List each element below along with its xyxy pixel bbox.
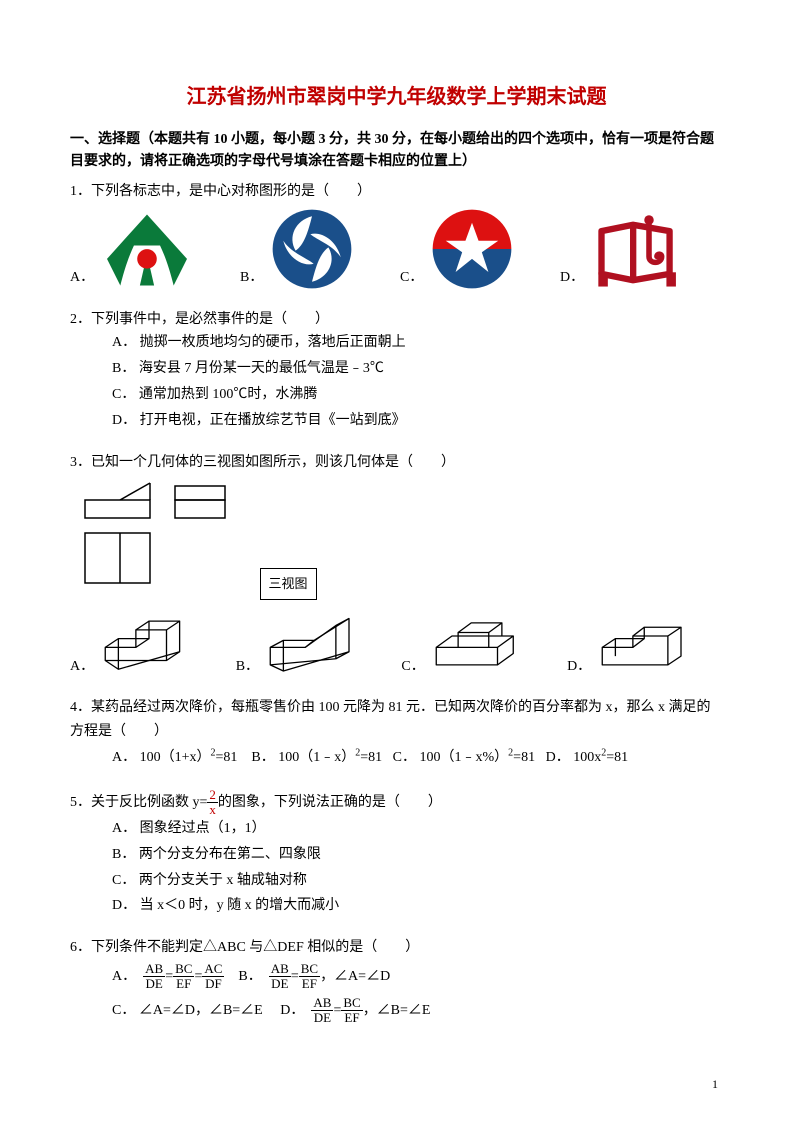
logo-a-icon bbox=[102, 210, 192, 290]
q6-opt-a: A． ABDE=BCEF=ACDF bbox=[112, 969, 228, 984]
q5-stem: 5．关于反比例函数 y=2x的图象，下列说法正确的是（ ） bbox=[70, 788, 723, 818]
page: 江苏省扬州市翠岗中学九年级数学上学期末试题 一、选择题（本题共有 10 小题，每… bbox=[0, 0, 793, 1122]
q6-opt-d: D． ABDE=BCEF，∠B=∠E bbox=[280, 1003, 430, 1018]
three-views-diagram: 三视图 bbox=[80, 478, 723, 600]
q4-opt-c: C． 100（1﹣x%）2=81 bbox=[393, 750, 535, 765]
q1-label-a: A． bbox=[70, 266, 94, 290]
q1-label-d: D． bbox=[560, 266, 584, 290]
question-5: 5．关于反比例函数 y=2x的图象，下列说法正确的是（ ） A． 图象经过点（1… bbox=[70, 788, 723, 919]
q3-label-c: C． bbox=[401, 655, 424, 679]
q5-opt-b: B． 两个分支分布在第二、四象限 bbox=[112, 843, 723, 867]
solid-b-icon bbox=[259, 608, 369, 678]
q6-row1: A． ABDE=BCEF=ACDF B． ABDE=BCEF，∠A=∠D bbox=[112, 960, 723, 994]
question-2: 2．下列事件中，是必然事件的是（ ） A． 抛掷一枚质地均匀的硬币，落地后正面朝… bbox=[70, 308, 723, 433]
question-4: 4．某药品经过两次降价，每瓶零售价由 100 元降为 81 元．已知两次降价的百… bbox=[70, 696, 723, 769]
question-1: 1．下列各标志中，是中心对称图形的是（ ） A． B． bbox=[70, 180, 723, 290]
q6-stem: 6．下列条件不能判定△ABC 与△DEF 相似的是（ ） bbox=[70, 936, 723, 960]
solid-d-icon bbox=[591, 608, 701, 678]
q3-label-b: B． bbox=[236, 655, 259, 679]
q4-opt-d: D． 100x2=81 bbox=[546, 750, 629, 765]
q1-label-b: B． bbox=[240, 266, 263, 290]
q5-opt-a: A． 图象经过点（1，1） bbox=[112, 817, 723, 841]
q6-opt-c: C． ∠A=∠D，∠B=∠E bbox=[112, 1003, 263, 1018]
solid-c-icon bbox=[425, 608, 535, 678]
q1-stem: 1．下列各标志中，是中心对称图形的是（ ） bbox=[70, 180, 723, 204]
q2-opt-a: A． 抛掷一枚质地均匀的硬币，落地后正面朝上 bbox=[112, 331, 723, 355]
q6-row2: C． ∠A=∠D，∠B=∠E D． ABDE=BCEF，∠B=∠E bbox=[112, 994, 723, 1028]
q5-opt-d: D． 当 x＜0 时，y 随 x 的增大而减小 bbox=[112, 894, 723, 918]
q4-opt-a: A． 100（1+x）2=81 bbox=[112, 750, 237, 765]
doc-title: 江苏省扬州市翠岗中学九年级数学上学期末试题 bbox=[70, 80, 723, 109]
q6-opt-b: B． ABDE=BCEF，∠A=∠D bbox=[238, 969, 390, 984]
q1-label-c: C． bbox=[400, 266, 423, 290]
solid-a-icon bbox=[94, 608, 204, 678]
question-6: 6．下列条件不能判定△ABC 与△DEF 相似的是（ ） A． ABDE=BCE… bbox=[70, 936, 723, 1027]
q3-options-row: A． B． bbox=[70, 608, 723, 678]
fraction-icon: 2x bbox=[207, 788, 218, 818]
q2-stem: 2．下列事件中，是必然事件的是（ ） bbox=[70, 308, 723, 332]
logo-c-icon bbox=[431, 208, 513, 290]
page-number: 1 bbox=[712, 1077, 718, 1092]
logo-d-icon bbox=[592, 215, 687, 290]
q2-opt-b: B． 海安县 7 月份某一天的最低气温是﹣3℃ bbox=[112, 357, 723, 381]
q3-label-a: A． bbox=[70, 655, 94, 679]
q4-opt-b: B． 100（1﹣x）2=81 bbox=[251, 750, 382, 765]
q3-stem: 3．已知一个几何体的三视图如图所示，则该几何体是（ ） bbox=[70, 451, 723, 475]
q4-options: A． 100（1+x）2=81 B． 100（1﹣x）2=81 C． 100（1… bbox=[70, 744, 723, 769]
q1-options-row: A． B． C． bbox=[70, 208, 723, 290]
question-3: 3．已知一个几何体的三视图如图所示，则该几何体是（ ） bbox=[70, 451, 723, 679]
section-intro: 一、选择题（本题共有 10 小题，每小题 3 分，共 30 分，在每小题给出的四… bbox=[70, 129, 723, 174]
q3-label-d: D． bbox=[567, 655, 591, 679]
q2-opt-c: C． 通常加热到 100℃时，水沸腾 bbox=[112, 383, 723, 407]
q5-opt-c: C． 两个分支关于 x 轴成轴对称 bbox=[112, 869, 723, 893]
q2-opt-d: D． 打开电视，正在播放综艺节目《一站到底》 bbox=[112, 409, 723, 433]
three-views-label: 三视图 bbox=[260, 568, 317, 600]
logo-b-icon bbox=[271, 208, 353, 290]
q4-stem: 4．某药品经过两次降价，每瓶零售价由 100 元降为 81 元．已知两次降价的百… bbox=[70, 696, 723, 744]
